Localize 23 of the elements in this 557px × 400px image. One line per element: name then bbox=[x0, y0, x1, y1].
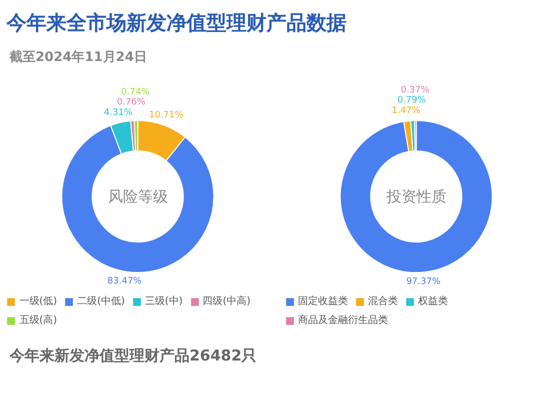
data-label: 1.47% bbox=[392, 106, 421, 116]
chart-title: 今年来全市场新发净值型理财产品数据 bbox=[6, 10, 346, 34]
data-label: 0.79% bbox=[397, 96, 426, 106]
legend-label: 权益类 bbox=[418, 294, 448, 308]
data-label: 0.74% bbox=[121, 88, 150, 98]
legend-label: 二级(中低) bbox=[77, 294, 125, 308]
text: 投资性质 bbox=[385, 188, 446, 206]
data-label: 83.47% bbox=[107, 276, 142, 286]
legend-label: 四级(中高) bbox=[202, 294, 250, 308]
slice-label: 固定收益类 bbox=[298, 294, 348, 308]
legend-label: 五级(高) bbox=[19, 314, 58, 327]
legend-label: 混合类 bbox=[368, 294, 398, 308]
data-label: 4.31% bbox=[104, 108, 133, 118]
data-label: 10.71% bbox=[148, 110, 184, 120]
data-label: 0.76% bbox=[116, 98, 146, 108]
legend-label: 三级(中) bbox=[144, 294, 183, 308]
legend-label: 一级(低) bbox=[19, 295, 58, 308]
data-label: 97.37% bbox=[406, 277, 441, 288]
text: 风险等级 bbox=[108, 188, 168, 206]
chart-subtitle: 截至2024年11月24日 bbox=[8, 50, 147, 65]
data-label: 0.37% bbox=[400, 86, 430, 96]
text: 今年来新发净值型理财产品26482只 bbox=[8, 346, 257, 364]
legend-label: 商品及金融衍生品类 bbox=[298, 314, 388, 327]
